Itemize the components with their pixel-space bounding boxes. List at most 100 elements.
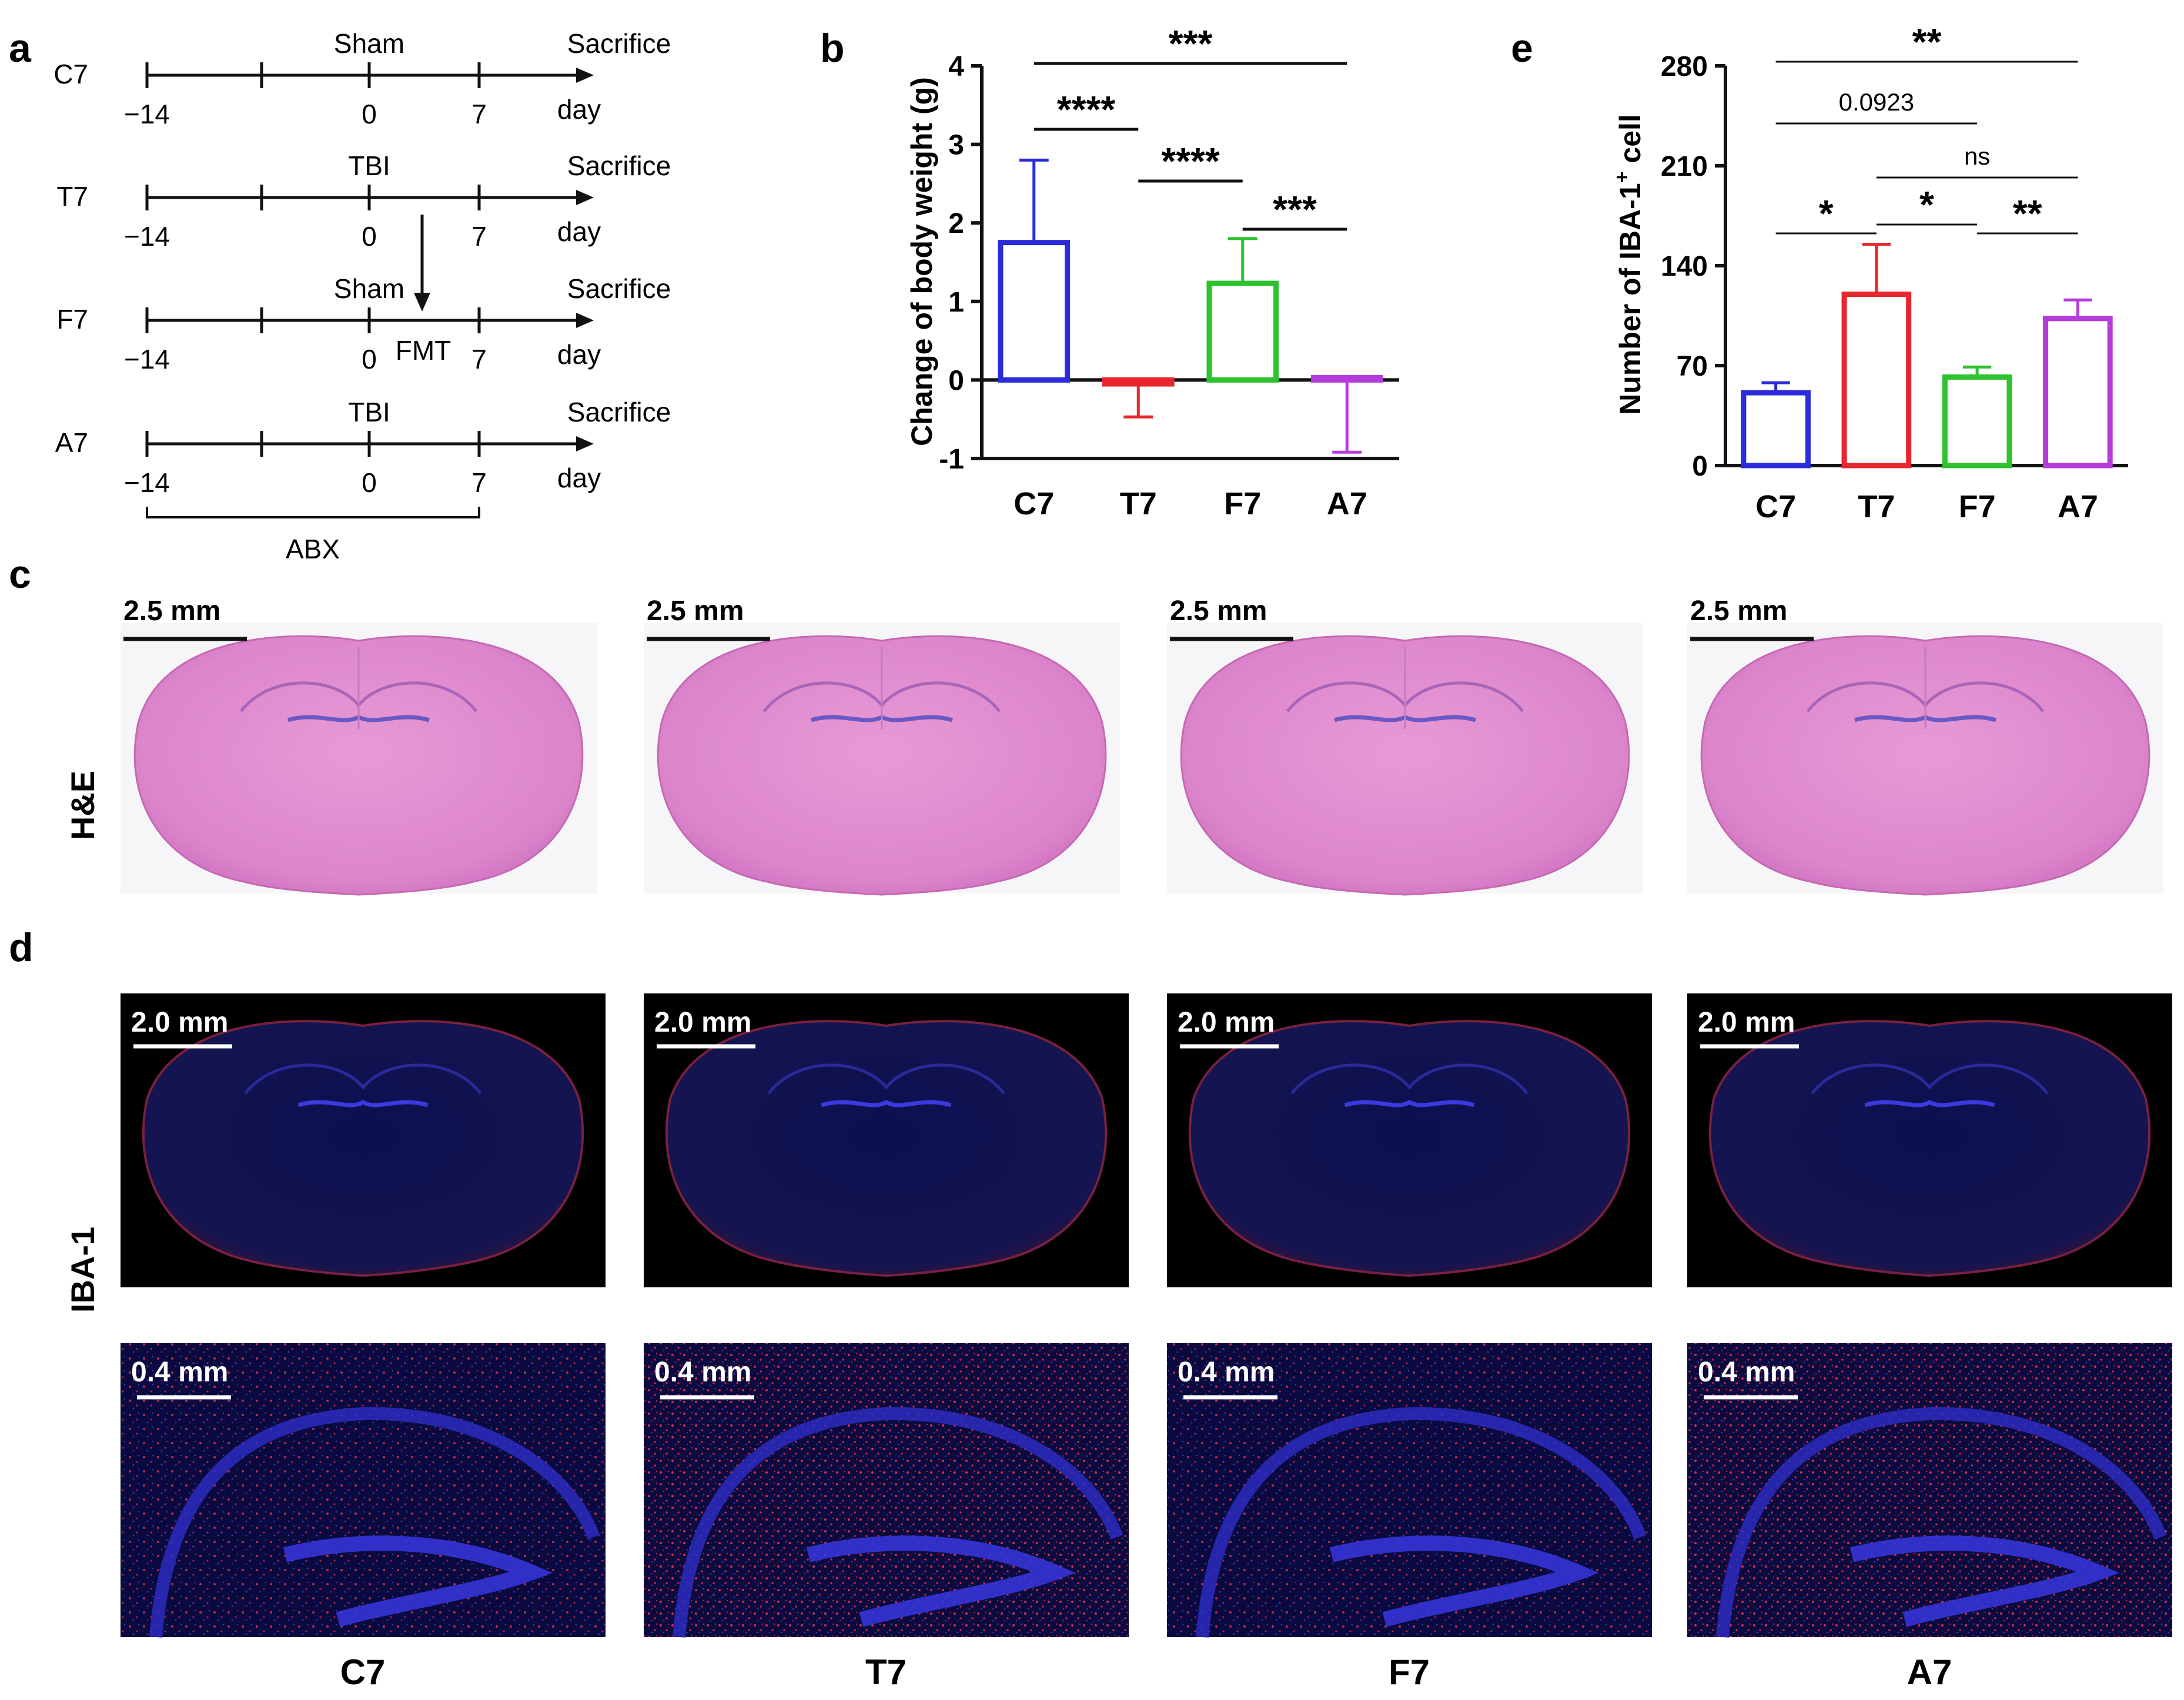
significance-label: *** <box>1169 22 1213 65</box>
timeline-arrowhead <box>576 313 594 328</box>
timeline-tick-label: −14 <box>124 99 170 129</box>
iba-brain-section <box>1708 1020 2151 1277</box>
timeline-arrowhead <box>576 436 594 451</box>
iba-hippocampus <box>767 1063 1005 1095</box>
panel-letter-c: c <box>9 552 31 597</box>
iba-scalebar-label: 2.0 mm <box>131 1007 228 1038</box>
significance-label: * <box>1919 183 1934 226</box>
timeline-row-T7: T7 TBI Sacrifice day −14 0 7 <box>56 150 671 252</box>
timeline-end-label: Sacrifice <box>567 273 671 304</box>
timeline-unit-label: day <box>557 463 601 493</box>
y-tick-label: 70 <box>1677 351 1708 382</box>
timeline-unit-label: day <box>557 216 601 247</box>
timeline-tick-label: 7 <box>471 467 487 498</box>
timeline-tick-label: 7 <box>471 221 487 252</box>
iba-whole-image-C7: 2.0 mm <box>121 993 606 1287</box>
timeline-tick-label: −14 <box>124 467 170 498</box>
timeline-group-label: T7 <box>56 181 88 212</box>
panel-letter-b: b <box>820 26 845 71</box>
y-tick-label: 2 <box>948 208 964 239</box>
iba-whole-image-A7: 2.0 mm <box>1687 993 2172 1287</box>
iba-row-label: IBA-1 <box>64 1227 101 1313</box>
he-image-C7: 2.5 mm <box>121 595 597 896</box>
timeline-group-label: A7 <box>55 427 88 458</box>
panel-letter-e: e <box>1511 26 1533 71</box>
iba-hippocampus <box>1290 1063 1529 1095</box>
y-axis-title-main: Number of IBA-1 <box>1614 183 1647 414</box>
iba-ca-layer <box>1716 1407 2167 1638</box>
y-tick-label: 3 <box>948 130 964 161</box>
bar-F7 <box>1942 374 2012 468</box>
timeline-unit-label: day <box>557 339 601 370</box>
category-label-T7: T7 <box>1858 489 1895 524</box>
timeline-tick-label: −14 <box>124 344 170 374</box>
he-brain-section <box>1180 635 1630 896</box>
category-label-T7: T7 <box>1120 486 1157 521</box>
timeline-end-label: Sacrifice <box>567 397 671 427</box>
y-axis-title-sup: + <box>1611 171 1633 183</box>
timeline-group-label: C7 <box>53 59 88 89</box>
iba-scalebar-label: 2.0 mm <box>1698 1007 1795 1038</box>
iba-dentate-gyrus <box>821 1099 952 1107</box>
he-brain-section <box>1700 635 2150 896</box>
significance-label: **** <box>1161 140 1220 182</box>
abx-bracket <box>146 507 480 518</box>
timeline-row-F7: F7 Sham Sacrifice day −14 0 7 FMT <box>56 273 671 374</box>
bar-C7 <box>1741 390 1811 468</box>
he-image-F7: 2.5 mm <box>1167 595 1643 896</box>
panel-c: c H&E 2.5 mm 2.5 mm 2.5 mm 2.5 mm <box>9 552 2163 896</box>
he-image-T7: 2.5 mm <box>644 595 1120 896</box>
significance-label: *** <box>1273 188 1317 230</box>
timeline-event-label: Sham <box>334 28 404 59</box>
bar-T7 <box>1102 377 1175 387</box>
group-label-C7: C7 <box>340 1652 386 1692</box>
group-label-T7: T7 <box>865 1652 907 1692</box>
iba-zoom-scalebar-label: 0.4 mm <box>654 1357 751 1388</box>
y-tick-label: 0 <box>1692 451 1708 482</box>
timeline-unit-label: day <box>557 94 601 125</box>
y-tick-label: 140 <box>1661 251 1708 282</box>
category-label-A7: A7 <box>1327 486 1367 521</box>
y-axis-title: Number of IBA-1+ cell <box>1611 114 1647 415</box>
iba-zoom-scalebar-label: 0.4 mm <box>1178 1357 1275 1388</box>
significance-label: 0.0923 <box>1839 88 1914 116</box>
timeline-extra-label: FMT <box>396 335 451 366</box>
y-tick-label: -1 <box>939 444 964 475</box>
significance-label: **** <box>1057 88 1116 130</box>
panel-letter-a: a <box>9 26 32 71</box>
timeline-end-label: Sacrifice <box>567 150 671 181</box>
iba-dentate-layer <box>1329 1535 1599 1627</box>
he-brain-section <box>657 635 1107 896</box>
timeline-arrowhead <box>576 190 594 205</box>
iba-zoom-scalebar-label: 0.4 mm <box>1698 1357 1795 1388</box>
he-scalebar-label: 2.5 mm <box>1170 595 1267 627</box>
y-tick-label: 0 <box>948 365 964 396</box>
iba-dentate-layer <box>1849 1535 2119 1627</box>
abx-label: ABX <box>286 534 340 564</box>
timeline-tick-label: 7 <box>471 99 487 129</box>
panel-letter-d: d <box>9 925 34 970</box>
he-scalebar-label: 2.5 mm <box>1690 595 1787 627</box>
iba-scalebar-label: 2.0 mm <box>654 1007 751 1038</box>
timeline-event-label: TBI <box>348 397 390 427</box>
timeline-row-C7: C7 Sham Sacrifice day −14 0 7 <box>53 28 671 129</box>
y-axis-title: Change of body weight (g) <box>905 77 938 446</box>
iba-dentate-gyrus <box>1864 1099 1995 1107</box>
iba-ca-layer <box>673 1407 1123 1638</box>
iba-dentate-layer <box>283 1535 553 1627</box>
bar-T7 <box>1841 292 1912 468</box>
iba-zoom-image-T7: 0.4 mm <box>644 1343 1129 1638</box>
significance-label: ns <box>1964 142 1990 170</box>
iba-dentate-gyrus <box>297 1099 429 1107</box>
iba-scalebar-label: 2.0 mm <box>1178 1007 1275 1038</box>
significance-label: ** <box>1912 21 1942 63</box>
he-scalebar-label: 2.5 mm <box>123 595 220 627</box>
iba-brain-section <box>1188 1020 1631 1277</box>
timeline-tick-label: −14 <box>124 221 170 252</box>
panel-d: d IBA-1 2.0 mm 0.4 mm 2.0 mm 0.4 mm 2.0 mm 0.… <box>9 925 2172 1692</box>
iba-ca-layer <box>1196 1407 1647 1638</box>
panel-a: a C7 Sham Sacrifice day −14 0 7 T7 TBI Sacrifice d… <box>9 26 671 564</box>
